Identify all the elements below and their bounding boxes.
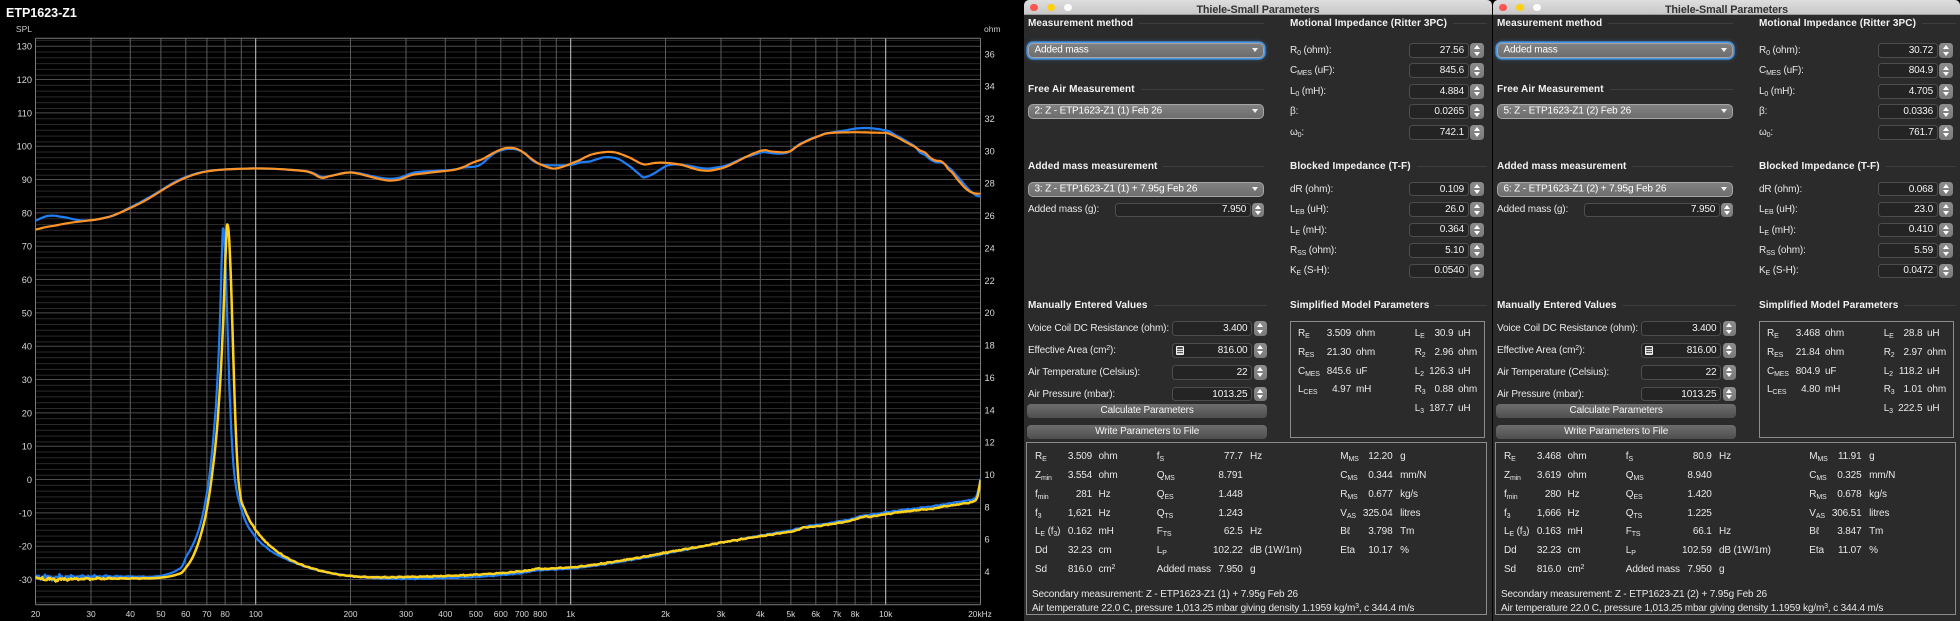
svg-text:ETP1623-Z1: ETP1623-Z1 (6, 6, 77, 20)
svg-text:10: 10 (22, 442, 32, 452)
svg-text:30: 30 (985, 146, 995, 156)
svg-text:90: 90 (22, 175, 32, 185)
svg-text:100: 100 (249, 609, 263, 619)
svg-text:4: 4 (985, 567, 990, 577)
svg-text:10: 10 (985, 470, 995, 480)
svg-text:60: 60 (22, 275, 32, 285)
svg-text:28: 28 (985, 179, 995, 189)
svg-text:34: 34 (985, 82, 995, 92)
svg-text:10k: 10k (879, 609, 893, 619)
svg-text:0: 0 (27, 475, 32, 485)
svg-text:12: 12 (985, 438, 995, 448)
svg-text:24: 24 (985, 244, 995, 254)
svg-text:80: 80 (22, 208, 32, 218)
svg-text:16: 16 (985, 373, 995, 383)
svg-text:40: 40 (126, 609, 136, 619)
svg-text:-30: -30 (19, 575, 32, 585)
svg-text:80: 80 (220, 609, 230, 619)
svg-text:20: 20 (22, 408, 32, 418)
svg-text:4k: 4k (756, 609, 766, 619)
svg-text:ohm: ohm (984, 24, 1001, 34)
svg-text:SPL: SPL (16, 24, 32, 34)
svg-text:20: 20 (985, 308, 995, 318)
svg-text:2k: 2k (661, 609, 671, 619)
svg-text:1k: 1k (566, 609, 576, 619)
svg-text:100: 100 (17, 142, 32, 152)
svg-text:6k: 6k (811, 609, 821, 619)
svg-text:8: 8 (985, 502, 990, 512)
svg-text:7k: 7k (832, 609, 842, 619)
svg-text:8k: 8k (851, 609, 861, 619)
svg-text:26: 26 (985, 211, 995, 221)
svg-text:20kHz: 20kHz (968, 609, 992, 619)
svg-text:70: 70 (202, 609, 212, 619)
svg-text:60: 60 (181, 609, 191, 619)
svg-text:110: 110 (17, 108, 32, 118)
svg-text:300: 300 (399, 609, 413, 619)
svg-text:14: 14 (985, 405, 995, 415)
svg-text:6: 6 (985, 535, 990, 545)
svg-text:700: 700 (515, 609, 529, 619)
svg-text:50: 50 (156, 609, 166, 619)
svg-text:200: 200 (344, 609, 358, 619)
svg-text:5k: 5k (786, 609, 796, 619)
svg-text:-20: -20 (19, 542, 32, 552)
svg-text:500: 500 (469, 609, 483, 619)
svg-text:50: 50 (22, 308, 32, 318)
svg-text:70: 70 (22, 242, 32, 252)
svg-text:3k: 3k (717, 609, 727, 619)
svg-text:120: 120 (17, 75, 32, 85)
svg-text:30: 30 (22, 375, 32, 385)
svg-text:-10: -10 (19, 508, 32, 518)
svg-text:22: 22 (985, 276, 995, 286)
svg-text:130: 130 (17, 42, 32, 52)
svg-text:32: 32 (985, 114, 995, 124)
svg-text:36: 36 (985, 49, 995, 59)
svg-text:30: 30 (86, 609, 96, 619)
svg-text:20: 20 (31, 609, 41, 619)
svg-text:600: 600 (494, 609, 508, 619)
svg-text:18: 18 (985, 341, 995, 351)
svg-text:40: 40 (22, 342, 32, 352)
svg-text:400: 400 (438, 609, 452, 619)
svg-text:800: 800 (533, 609, 547, 619)
